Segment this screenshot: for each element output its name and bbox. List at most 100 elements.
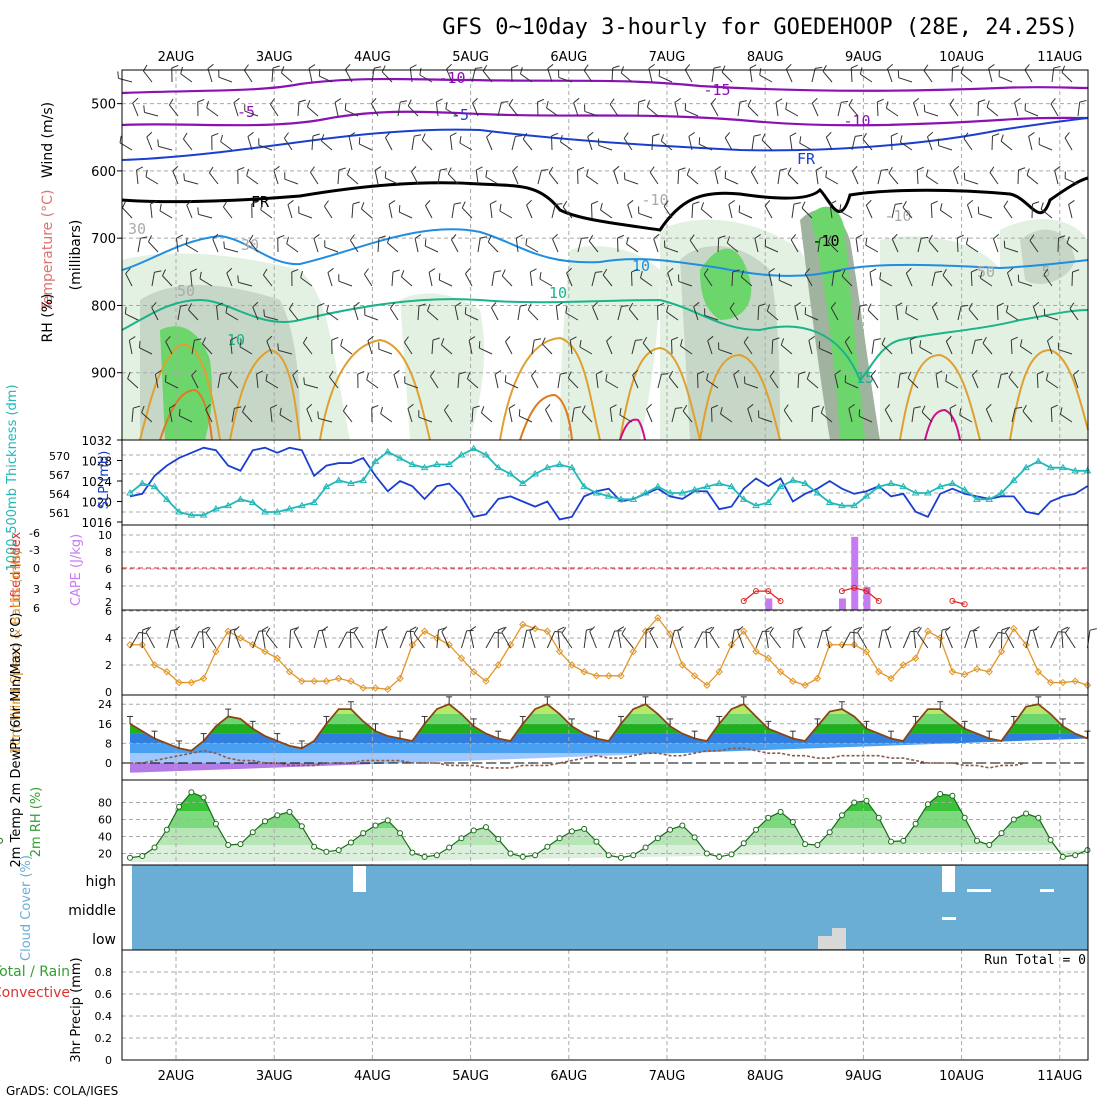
- rh-marker: [127, 854, 133, 861]
- wind-barb: [569, 340, 573, 355]
- wind-marker: [740, 627, 748, 635]
- wind-barb-flag: [859, 304, 867, 307]
- wind-barb-flag: [925, 169, 929, 177]
- wind-barb: [624, 178, 639, 185]
- wind-barb-flag: [515, 135, 523, 137]
- wind-barb: [131, 408, 134, 423]
- wind-barb: [504, 341, 513, 355]
- wind-barb: [825, 176, 839, 185]
- top-date-label: 7AUG: [649, 50, 686, 65]
- wind-barb: [454, 306, 459, 321]
- cloud-level-label: low: [92, 932, 116, 948]
- wind-marker: [543, 627, 552, 635]
- wind-barb-flag: [140, 236, 148, 239]
- wind-barb: [226, 272, 233, 287]
- thickness-marker: [776, 482, 785, 490]
- thickness-marker: [703, 482, 711, 490]
- wind-barb-flag: [919, 340, 922, 348]
- wind-barb-flag: [909, 336, 917, 341]
- thickness-marker: [1046, 463, 1055, 471]
- thickness-tick-label: 561: [49, 507, 70, 520]
- wind-barb: [424, 205, 433, 219]
- wind-barb: [677, 169, 680, 185]
- wind-barb-flag: [551, 132, 559, 137]
- wind-barb: [830, 307, 839, 321]
- wind-barb: [966, 204, 973, 219]
- wind-barb-flag: [225, 305, 228, 313]
- wind-barb: [1043, 274, 1053, 287]
- cloud-background: [132, 865, 1088, 950]
- rh-marker: [237, 841, 244, 848]
- contour-line: [121, 176, 1089, 232]
- surface-wind-barb-flag: [677, 626, 684, 632]
- rh-marker: [875, 814, 882, 821]
- surface-wind-barb-flag: [917, 627, 922, 634]
- wind-barb: [728, 204, 733, 219]
- surface-wind-barb-flag: [857, 626, 863, 633]
- wind-barb: [243, 69, 253, 83]
- wind-barb: [443, 409, 453, 423]
- rh-marker: [286, 808, 293, 815]
- thickness-marker: [788, 476, 797, 483]
- thickness-marker: [518, 479, 527, 486]
- wind-barb: [517, 306, 521, 321]
- wind-barb: [467, 378, 479, 389]
- rh-marker: [421, 853, 428, 860]
- wind-barb: [1003, 206, 1013, 219]
- rh-marker: [937, 791, 944, 797]
- thickness-marker: [383, 447, 392, 455]
- wind-marker: [862, 647, 871, 656]
- rh-marker: [642, 844, 649, 851]
- wind-barb-flag: [428, 268, 436, 273]
- wind-barb-flag: [978, 99, 986, 103]
- wind-barb-flag: [747, 99, 752, 107]
- wind-barb-flag: [539, 272, 542, 280]
- wind-barb: [660, 140, 673, 151]
- surface-wind-barb-flag: [913, 626, 921, 631]
- wind-barb: [471, 68, 476, 83]
- thickness-marker: [199, 511, 208, 518]
- contour-line: [1009, 348, 1089, 441]
- wind-barb: [924, 111, 939, 117]
- wind-barb: [491, 272, 495, 287]
- wind-barb: [931, 272, 936, 287]
- rh-marker: [151, 844, 158, 851]
- wind-barb: [664, 246, 679, 253]
- wind-barb-flag: [1008, 370, 1013, 378]
- wind-barb-flag: [366, 372, 369, 380]
- wind-marker: [1059, 678, 1067, 687]
- rh-shading: [560, 246, 660, 440]
- wind-barb: [457, 373, 460, 389]
- wind-barb: [198, 213, 213, 219]
- wind-barb-flag: [317, 411, 319, 419]
- rh-marker: [532, 852, 539, 859]
- wind-barb-flag: [671, 336, 679, 341]
- surface-wind-barb: [201, 630, 205, 649]
- bottom-date-labels: 2AUG 3AUG 4AUG 5AUG 6AUG 7AUG 8AUG 9AUG 10AUG 11A…: [158, 1069, 1083, 1084]
- wind-barb: [733, 374, 739, 389]
- wind-barb: [421, 139, 433, 151]
- wind-barb: [385, 177, 399, 185]
- surface-wind-barb: [677, 630, 683, 649]
- wind-barb-flag: [975, 338, 983, 341]
- thickness-marker: [678, 489, 687, 496]
- wind-barb: [779, 279, 793, 287]
- wind-barb: [233, 102, 239, 117]
- wind-barb-flag: [881, 337, 886, 345]
- surface-wind-barb: [885, 630, 892, 649]
- li-tick-label: 3: [33, 583, 40, 596]
- rh-marker: [1072, 852, 1079, 859]
- wind-barb: [508, 408, 513, 423]
- slp-tick-label: 1024: [81, 475, 112, 489]
- wind-barb-flag: [627, 199, 634, 206]
- surface-wind-barb-flag: [501, 626, 507, 633]
- pressure-tick-label: 800: [91, 299, 116, 314]
- wind-barb: [646, 408, 653, 423]
- wind-barb-flag: [939, 203, 943, 211]
- bottom-date-label: 5AUG: [452, 1069, 489, 1084]
- wind-barb: [820, 412, 833, 423]
- bottom-date-label: 11AUG: [1037, 1069, 1082, 1084]
- wind-barb: [1044, 315, 1059, 321]
- wind-barb: [218, 76, 233, 83]
- thickness-marker: [420, 463, 429, 471]
